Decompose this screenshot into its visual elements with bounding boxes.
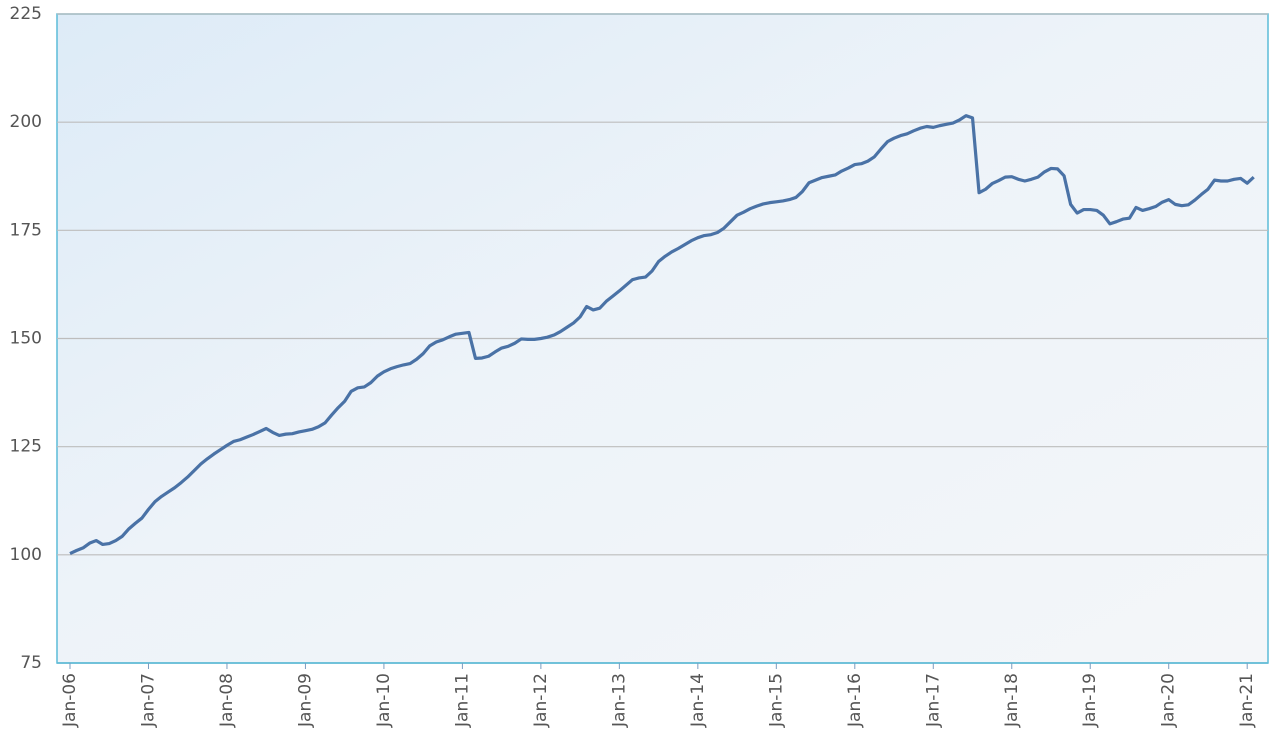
y-tick-label: 125 (10, 437, 42, 457)
y-tick-label: 75 (20, 653, 42, 673)
x-tick-label: Jan-12 (531, 673, 551, 728)
y-tick-label: 150 (10, 329, 42, 349)
y-tick-label: 175 (10, 220, 42, 240)
x-tick-label: Jan-16 (845, 673, 865, 728)
y-tick-label: 225 (10, 4, 42, 24)
x-tick-label: Jan-21 (1237, 673, 1257, 728)
x-tick-label: Jan-10 (374, 673, 394, 728)
x-tick-label: Jan-18 (1002, 673, 1022, 728)
x-tick-label: Jan-15 (766, 673, 786, 728)
x-tick-label: Jan-17 (923, 673, 943, 728)
y-tick-label: 100 (10, 545, 42, 565)
x-tick-label: Jan-06 (60, 673, 80, 728)
y-tick-label: 200 (10, 112, 42, 132)
data-line (69, 114, 1255, 555)
x-tick-label: Jan-19 (1080, 673, 1100, 728)
x-tick-label: Jan-07 (138, 673, 158, 728)
x-tick-label: Jan-08 (217, 673, 237, 728)
x-tick-label: Jan-11 (452, 673, 472, 728)
x-tick-label: Jan-13 (609, 673, 629, 728)
x-tick-label: Jan-09 (295, 673, 315, 728)
x-tick-label: Jan-14 (688, 673, 708, 728)
x-tick-label: Jan-20 (1159, 673, 1179, 728)
